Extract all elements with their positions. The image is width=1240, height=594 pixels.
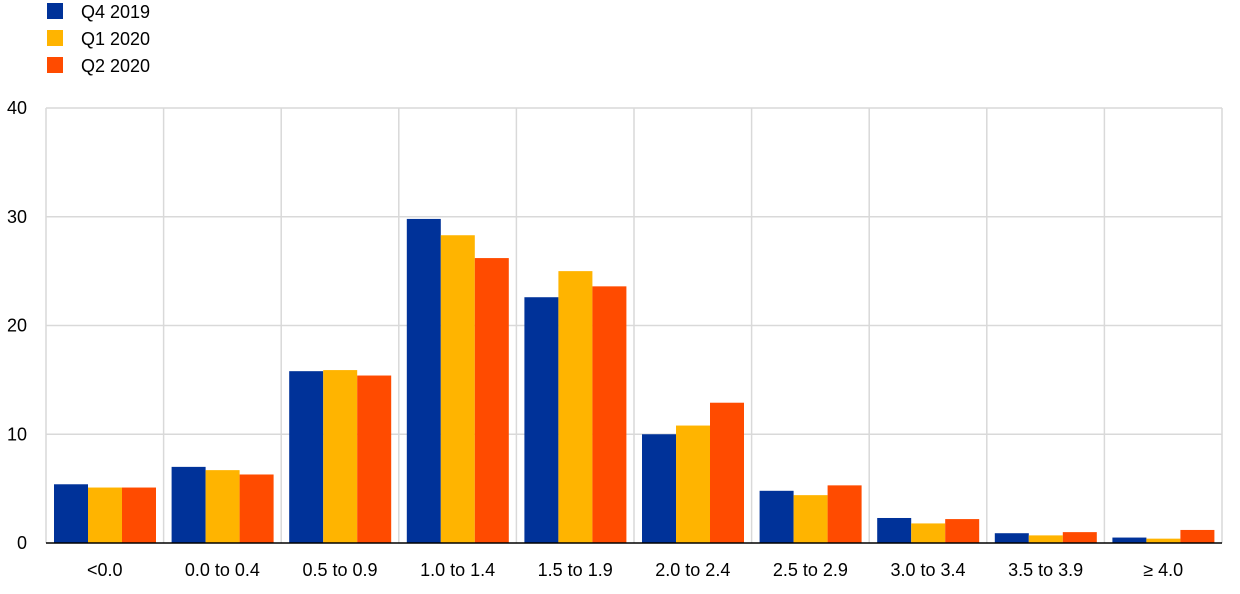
x-tick-label: ≥ 4.0 [1143, 560, 1183, 580]
bar-q4-2019 [759, 490, 794, 543]
bar-q1-2020 [440, 235, 475, 544]
x-tick-label: 1.5 to 1.9 [538, 560, 613, 580]
bar-q1-2020 [1146, 538, 1181, 543]
y-tick-label: 30 [7, 207, 27, 227]
bar-q1-2020 [323, 370, 358, 543]
bar-q1-2020 [88, 487, 122, 543]
x-tick-label: 3.0 to 3.4 [890, 560, 965, 580]
gridlines [45, 107, 1223, 543]
x-tick-label: <0.0 [87, 560, 123, 580]
x-tick-label: 0.0 to 0.4 [185, 560, 260, 580]
bar-q4-2019 [994, 533, 1029, 543]
legend-swatch [47, 57, 63, 73]
bar-q2-2020 [710, 402, 744, 543]
bar-q2-2020 [945, 519, 980, 543]
legend-swatch [47, 30, 63, 46]
bar-q2-2020 [592, 286, 627, 543]
bar-q2-2020 [827, 485, 862, 543]
bar-q2-2020 [1062, 532, 1097, 543]
x-tick-label: 3.5 to 3.9 [1008, 560, 1083, 580]
legend-swatch [47, 3, 63, 19]
bar-q1-2020 [558, 271, 593, 543]
bar-q1-2020 [793, 495, 828, 543]
legend-label: Q1 2020 [81, 29, 150, 49]
bar-q2-2020 [239, 474, 274, 543]
bar-q1-2020 [205, 470, 240, 543]
bar-q4-2019 [54, 484, 88, 543]
legend-label: Q2 2020 [81, 56, 150, 76]
bars [54, 218, 1215, 544]
bar-q2-2020 [474, 258, 509, 543]
bar-q4-2019 [877, 517, 912, 543]
bar-q1-2020 [1028, 535, 1063, 543]
bar-q4-2019 [289, 371, 324, 543]
bar-q2-2020 [122, 487, 156, 543]
y-tick-label: 40 [7, 98, 27, 118]
legend-label: Q4 2019 [81, 2, 150, 22]
bar-q4-2019 [171, 466, 206, 543]
x-tick-label: 2.5 to 2.9 [773, 560, 848, 580]
y-tick-label: 20 [7, 316, 27, 336]
x-tick-label: 0.5 to 0.9 [302, 560, 377, 580]
bar-q4-2019 [406, 218, 441, 544]
y-axis-ticks: 0 10 20 30 40 [7, 98, 27, 553]
y-tick-label: 10 [7, 424, 27, 444]
x-axis-ticks: <0.0 0.0 to 0.4 0.5 to 0.9 1.0 to 1.4 1.5 to… [87, 560, 1183, 580]
bar-q4-2019 [642, 434, 676, 543]
x-tick-label: 2.0 to 2.4 [655, 560, 730, 580]
bar-q2-2020 [357, 375, 392, 543]
bar-q2-2020 [1180, 529, 1215, 543]
bar-q1-2020 [911, 523, 946, 543]
bar-q1-2020 [676, 425, 710, 543]
x-tick-label: 1.0 to 1.4 [420, 560, 495, 580]
y-tick-label: 0 [17, 533, 27, 553]
bar-q4-2019 [524, 297, 559, 543]
bar-q4-2019 [1112, 537, 1147, 543]
legend: Q4 2019 Q1 2020 Q2 2020 [47, 2, 150, 76]
